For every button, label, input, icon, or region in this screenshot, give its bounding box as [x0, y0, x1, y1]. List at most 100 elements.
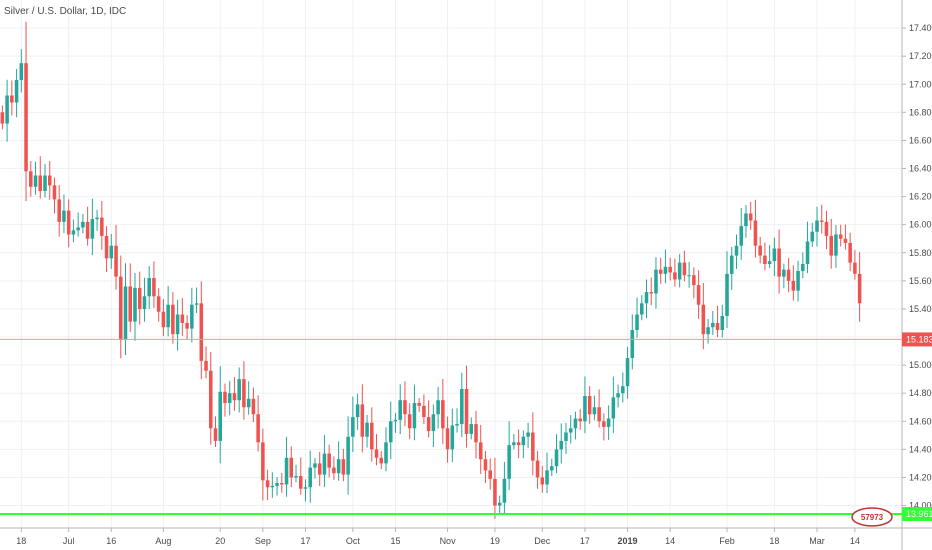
candle-body: [445, 428, 450, 450]
candle: [308, 450, 313, 503]
candle: [687, 262, 691, 288]
candle-body: [469, 424, 474, 434]
candle-body: [734, 245, 739, 256]
candle: [725, 251, 729, 328]
candle: [545, 452, 549, 494]
candle-body: [14, 80, 19, 103]
price-tick-label: 14.600: [909, 416, 932, 426]
candle-body: [597, 407, 601, 422]
time-tick-label: Sep: [255, 536, 271, 546]
candle: [161, 299, 166, 337]
candle: [512, 434, 516, 450]
candle-body: [592, 407, 597, 415]
candle-body: [763, 255, 767, 264]
candle-body: [303, 487, 308, 489]
time-tick-label: 18: [16, 536, 26, 546]
price-tick-label: 14.400: [909, 444, 932, 454]
candle-body: [692, 275, 696, 286]
candle: [753, 199, 758, 258]
candle-body: [208, 370, 213, 429]
time-tick-label: Jul: [63, 536, 75, 546]
candle-body: [824, 221, 829, 236]
price-tick-label: 14.800: [909, 388, 932, 398]
candle-body: [128, 286, 133, 322]
price-tick-label: 16.600: [909, 135, 932, 145]
candle: [100, 201, 104, 250]
candle: [516, 429, 521, 459]
candle-body: [687, 275, 691, 277]
candle: [388, 401, 393, 460]
candle: [280, 472, 284, 493]
price-tick-label: 15.600: [909, 276, 932, 286]
candle-body: [332, 467, 336, 474]
candle-body: [758, 245, 762, 256]
candle-body: [540, 477, 545, 485]
candle: [649, 277, 654, 306]
candle: [294, 464, 298, 483]
candle-body: [649, 292, 654, 294]
time-tick-label: Mar: [809, 536, 825, 546]
candle-body: [516, 442, 521, 446]
candle-body: [10, 95, 14, 103]
candle-body: [777, 248, 781, 277]
candle: [493, 457, 497, 519]
time-tick-label: 19: [490, 536, 500, 546]
candle: [559, 423, 564, 464]
candle-body: [308, 467, 313, 488]
candle: [81, 214, 85, 234]
candle: [696, 270, 701, 319]
candle: [43, 164, 47, 198]
candle-body: [493, 478, 497, 506]
time-tick-label: 17: [580, 536, 590, 546]
candle-body: [663, 266, 668, 274]
candle-body: [204, 360, 208, 371]
candle: [123, 263, 128, 356]
candle: [606, 405, 611, 440]
candle: [853, 249, 857, 280]
candle: [171, 292, 175, 344]
candle-body: [161, 311, 166, 328]
candle: [834, 225, 838, 268]
candle: [14, 69, 19, 118]
candle-body: [175, 314, 180, 335]
candle: [583, 376, 587, 434]
time-axis[interactable]: 18 Jul 16 Aug 20 Sep 17 Oct 15 Nov 19 Dec 17 2019 14 Fe…: [16, 528, 860, 546]
candle-body: [497, 502, 502, 506]
candle-body: [280, 483, 284, 485]
candle-body: [403, 400, 407, 415]
candle-body: [52, 185, 57, 200]
candle: [407, 403, 412, 440]
candle: [298, 457, 303, 495]
candle: [450, 408, 455, 463]
candle-body: [407, 414, 412, 429]
candle-body: [90, 219, 95, 239]
candle: [142, 277, 147, 322]
price-tick-label: 14.200: [909, 472, 932, 482]
candle-body: [313, 463, 317, 468]
candle: [52, 177, 57, 214]
candle-body: [658, 269, 663, 274]
candle-body: [450, 425, 455, 450]
candle: [313, 458, 317, 479]
candle: [166, 285, 170, 337]
candle: [398, 384, 402, 435]
candle-body: [351, 417, 355, 437]
candle-body: [374, 449, 379, 458]
candle: [374, 434, 379, 466]
candle-body: [81, 221, 85, 228]
candle: [441, 378, 445, 445]
candle: [341, 448, 346, 482]
candle: [663, 249, 668, 284]
time-tick-label: 14: [665, 536, 675, 546]
candle: [801, 252, 805, 279]
candle-body: [284, 457, 289, 485]
candle: [644, 279, 649, 319]
candle: [47, 160, 52, 200]
candle-body: [213, 428, 218, 441]
candle-body: [275, 483, 279, 486]
candle: [729, 246, 734, 290]
candle: [777, 229, 781, 294]
candle-body: [786, 269, 791, 281]
candle: [734, 234, 739, 269]
